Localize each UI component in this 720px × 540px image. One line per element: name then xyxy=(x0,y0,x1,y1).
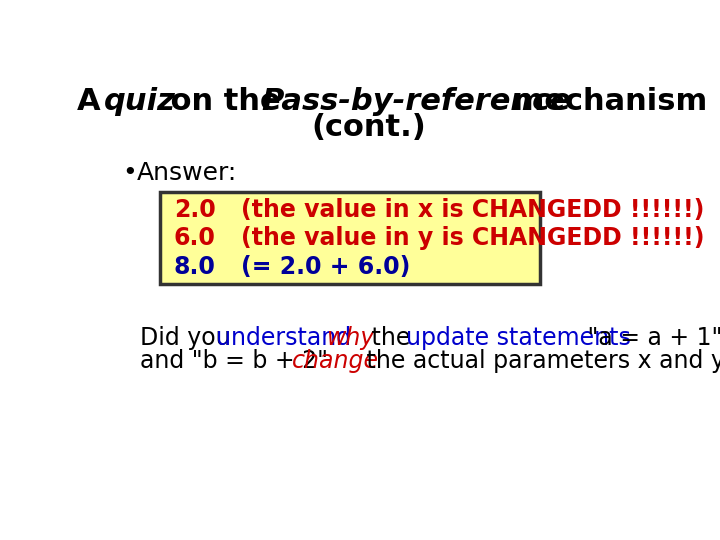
Text: (the value in x is CHANGEDD !!!!!!): (the value in x is CHANGEDD !!!!!!) xyxy=(241,198,704,221)
Text: Did you: Did you xyxy=(140,326,238,350)
Text: the: the xyxy=(364,326,418,350)
Text: why: why xyxy=(327,326,375,350)
Text: mechanism: mechanism xyxy=(502,87,707,116)
Text: •: • xyxy=(122,160,138,185)
Text: "a = a + 1": "a = a + 1" xyxy=(580,326,720,350)
Text: the actual parameters x and y ???: the actual parameters x and y ??? xyxy=(359,349,720,373)
Text: Answer:: Answer: xyxy=(137,160,237,185)
FancyBboxPatch shape xyxy=(160,192,539,284)
Text: 8.0: 8.0 xyxy=(174,254,215,279)
Text: A: A xyxy=(78,87,112,116)
Text: (= 2.0 + 6.0): (= 2.0 + 6.0) xyxy=(241,254,410,279)
Text: 2.0: 2.0 xyxy=(174,198,215,221)
Text: change: change xyxy=(292,349,379,373)
Text: (the value in y is CHANGEDD !!!!!!): (the value in y is CHANGEDD !!!!!!) xyxy=(241,226,705,250)
Text: on the: on the xyxy=(160,87,291,116)
Text: update statements: update statements xyxy=(406,326,631,350)
Text: Pass-by-reference: Pass-by-reference xyxy=(261,87,571,116)
Text: understand: understand xyxy=(217,326,359,350)
Text: and "b = b + 2": and "b = b + 2" xyxy=(140,349,336,373)
Text: quiz: quiz xyxy=(104,87,176,116)
Text: (cont.): (cont.) xyxy=(312,113,426,143)
Text: 6.0: 6.0 xyxy=(174,226,215,250)
